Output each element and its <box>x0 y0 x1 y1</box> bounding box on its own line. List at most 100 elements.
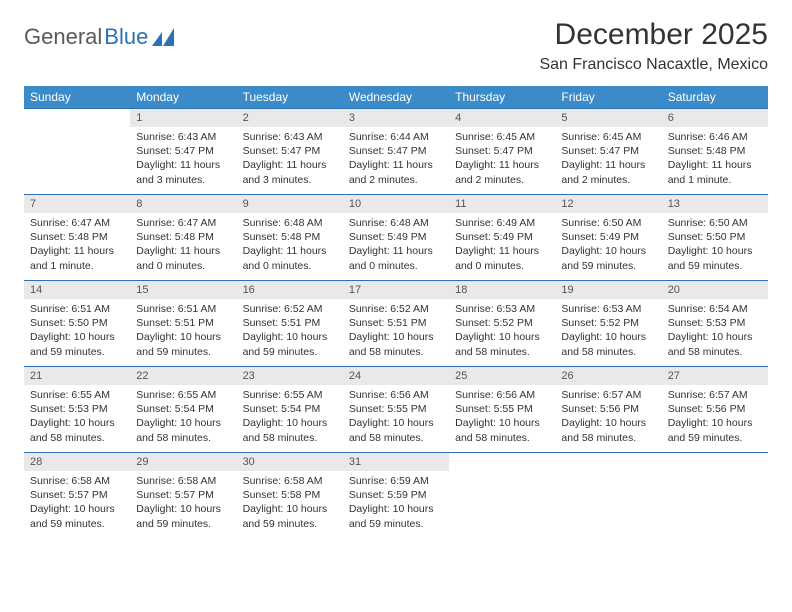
day-body: Sunrise: 6:57 AMSunset: 5:56 PMDaylight:… <box>555 385 661 451</box>
day-number: 5 <box>555 109 661 127</box>
day-body: Sunrise: 6:58 AMSunset: 5:57 PMDaylight:… <box>24 471 130 537</box>
day-number: 9 <box>237 195 343 213</box>
calendar-cell: 26Sunrise: 6:57 AMSunset: 5:56 PMDayligh… <box>555 367 661 453</box>
logo: GeneralBlue <box>24 24 178 50</box>
calendar-cell: 16Sunrise: 6:52 AMSunset: 5:51 PMDayligh… <box>237 281 343 367</box>
calendar-cell: 11Sunrise: 6:49 AMSunset: 5:49 PMDayligh… <box>449 195 555 281</box>
day-body: Sunrise: 6:43 AMSunset: 5:47 PMDaylight:… <box>130 127 236 193</box>
calendar-cell: 25Sunrise: 6:56 AMSunset: 5:55 PMDayligh… <box>449 367 555 453</box>
day-number: 8 <box>130 195 236 213</box>
day-number: 25 <box>449 367 555 385</box>
day-body: Sunrise: 6:47 AMSunset: 5:48 PMDaylight:… <box>130 213 236 279</box>
day-number: 17 <box>343 281 449 299</box>
day-number: 28 <box>24 453 130 471</box>
day-body: Sunrise: 6:55 AMSunset: 5:53 PMDaylight:… <box>24 385 130 451</box>
day-number: 22 <box>130 367 236 385</box>
weekday-header: Saturday <box>662 86 768 109</box>
calendar-cell <box>449 453 555 539</box>
day-body: Sunrise: 6:54 AMSunset: 5:53 PMDaylight:… <box>662 299 768 365</box>
day-body: Sunrise: 6:49 AMSunset: 5:49 PMDaylight:… <box>449 213 555 279</box>
day-body: Sunrise: 6:57 AMSunset: 5:56 PMDaylight:… <box>662 385 768 451</box>
day-number: 13 <box>662 195 768 213</box>
day-number: 3 <box>343 109 449 127</box>
day-body: Sunrise: 6:53 AMSunset: 5:52 PMDaylight:… <box>555 299 661 365</box>
calendar-cell: 23Sunrise: 6:55 AMSunset: 5:54 PMDayligh… <box>237 367 343 453</box>
weekday-header: Tuesday <box>237 86 343 109</box>
weekday-header: Thursday <box>449 86 555 109</box>
day-number: 6 <box>662 109 768 127</box>
day-body: Sunrise: 6:58 AMSunset: 5:58 PMDaylight:… <box>237 471 343 537</box>
calendar-cell: 27Sunrise: 6:57 AMSunset: 5:56 PMDayligh… <box>662 367 768 453</box>
calendar-cell: 8Sunrise: 6:47 AMSunset: 5:48 PMDaylight… <box>130 195 236 281</box>
page-title: December 2025 <box>539 18 768 52</box>
calendar-cell: 18Sunrise: 6:53 AMSunset: 5:52 PMDayligh… <box>449 281 555 367</box>
day-body: Sunrise: 6:45 AMSunset: 5:47 PMDaylight:… <box>449 127 555 193</box>
day-body: Sunrise: 6:59 AMSunset: 5:59 PMDaylight:… <box>343 471 449 537</box>
calendar-cell: 6Sunrise: 6:46 AMSunset: 5:48 PMDaylight… <box>662 109 768 195</box>
calendar-cell <box>662 453 768 539</box>
day-number: 16 <box>237 281 343 299</box>
day-body: Sunrise: 6:56 AMSunset: 5:55 PMDaylight:… <box>449 385 555 451</box>
calendar-cell: 1Sunrise: 6:43 AMSunset: 5:47 PMDaylight… <box>130 109 236 195</box>
day-body: Sunrise: 6:48 AMSunset: 5:48 PMDaylight:… <box>237 213 343 279</box>
calendar-cell: 17Sunrise: 6:52 AMSunset: 5:51 PMDayligh… <box>343 281 449 367</box>
calendar-cell: 4Sunrise: 6:45 AMSunset: 5:47 PMDaylight… <box>449 109 555 195</box>
day-body: Sunrise: 6:53 AMSunset: 5:52 PMDaylight:… <box>449 299 555 365</box>
day-number: 27 <box>662 367 768 385</box>
day-body: Sunrise: 6:48 AMSunset: 5:49 PMDaylight:… <box>343 213 449 279</box>
day-number: 20 <box>662 281 768 299</box>
day-number: 11 <box>449 195 555 213</box>
calendar-table: SundayMondayTuesdayWednesdayThursdayFrid… <box>24 86 768 539</box>
day-number: 23 <box>237 367 343 385</box>
day-body: Sunrise: 6:58 AMSunset: 5:57 PMDaylight:… <box>130 471 236 537</box>
calendar-cell <box>555 453 661 539</box>
day-body: Sunrise: 6:55 AMSunset: 5:54 PMDaylight:… <box>130 385 236 451</box>
logo-text-1: General <box>24 24 102 50</box>
day-number: 24 <box>343 367 449 385</box>
calendar-cell: 12Sunrise: 6:50 AMSunset: 5:49 PMDayligh… <box>555 195 661 281</box>
calendar-cell: 2Sunrise: 6:43 AMSunset: 5:47 PMDaylight… <box>237 109 343 195</box>
logo-icon <box>152 28 178 46</box>
calendar-cell: 10Sunrise: 6:48 AMSunset: 5:49 PMDayligh… <box>343 195 449 281</box>
day-body: Sunrise: 6:51 AMSunset: 5:50 PMDaylight:… <box>24 299 130 365</box>
calendar-cell: 7Sunrise: 6:47 AMSunset: 5:48 PMDaylight… <box>24 195 130 281</box>
calendar-cell: 30Sunrise: 6:58 AMSunset: 5:58 PMDayligh… <box>237 453 343 539</box>
day-number: 15 <box>130 281 236 299</box>
calendar-cell: 14Sunrise: 6:51 AMSunset: 5:50 PMDayligh… <box>24 281 130 367</box>
day-body: Sunrise: 6:52 AMSunset: 5:51 PMDaylight:… <box>237 299 343 365</box>
calendar-cell: 15Sunrise: 6:51 AMSunset: 5:51 PMDayligh… <box>130 281 236 367</box>
day-body: Sunrise: 6:51 AMSunset: 5:51 PMDaylight:… <box>130 299 236 365</box>
weekday-header: Sunday <box>24 86 130 109</box>
day-number: 4 <box>449 109 555 127</box>
day-body: Sunrise: 6:47 AMSunset: 5:48 PMDaylight:… <box>24 213 130 279</box>
calendar-cell: 5Sunrise: 6:45 AMSunset: 5:47 PMDaylight… <box>555 109 661 195</box>
weekday-header: Wednesday <box>343 86 449 109</box>
day-body: Sunrise: 6:43 AMSunset: 5:47 PMDaylight:… <box>237 127 343 193</box>
day-number: 18 <box>449 281 555 299</box>
day-number: 1 <box>130 109 236 127</box>
logo-text-2: Blue <box>104 24 148 50</box>
calendar-cell: 24Sunrise: 6:56 AMSunset: 5:55 PMDayligh… <box>343 367 449 453</box>
calendar-cell: 28Sunrise: 6:58 AMSunset: 5:57 PMDayligh… <box>24 453 130 539</box>
day-number: 19 <box>555 281 661 299</box>
day-body: Sunrise: 6:50 AMSunset: 5:49 PMDaylight:… <box>555 213 661 279</box>
day-body: Sunrise: 6:46 AMSunset: 5:48 PMDaylight:… <box>662 127 768 193</box>
day-body: Sunrise: 6:50 AMSunset: 5:50 PMDaylight:… <box>662 213 768 279</box>
calendar-cell: 31Sunrise: 6:59 AMSunset: 5:59 PMDayligh… <box>343 453 449 539</box>
calendar-cell: 22Sunrise: 6:55 AMSunset: 5:54 PMDayligh… <box>130 367 236 453</box>
day-number: 10 <box>343 195 449 213</box>
day-body: Sunrise: 6:44 AMSunset: 5:47 PMDaylight:… <box>343 127 449 193</box>
day-number: 31 <box>343 453 449 471</box>
day-number: 7 <box>24 195 130 213</box>
calendar-cell: 13Sunrise: 6:50 AMSunset: 5:50 PMDayligh… <box>662 195 768 281</box>
day-body: Sunrise: 6:55 AMSunset: 5:54 PMDaylight:… <box>237 385 343 451</box>
day-number: 26 <box>555 367 661 385</box>
day-number: 12 <box>555 195 661 213</box>
weekday-header: Friday <box>555 86 661 109</box>
day-number: 30 <box>237 453 343 471</box>
calendar-cell: 19Sunrise: 6:53 AMSunset: 5:52 PMDayligh… <box>555 281 661 367</box>
calendar-cell: 29Sunrise: 6:58 AMSunset: 5:57 PMDayligh… <box>130 453 236 539</box>
day-number: 2 <box>237 109 343 127</box>
day-number: 21 <box>24 367 130 385</box>
day-body: Sunrise: 6:56 AMSunset: 5:55 PMDaylight:… <box>343 385 449 451</box>
